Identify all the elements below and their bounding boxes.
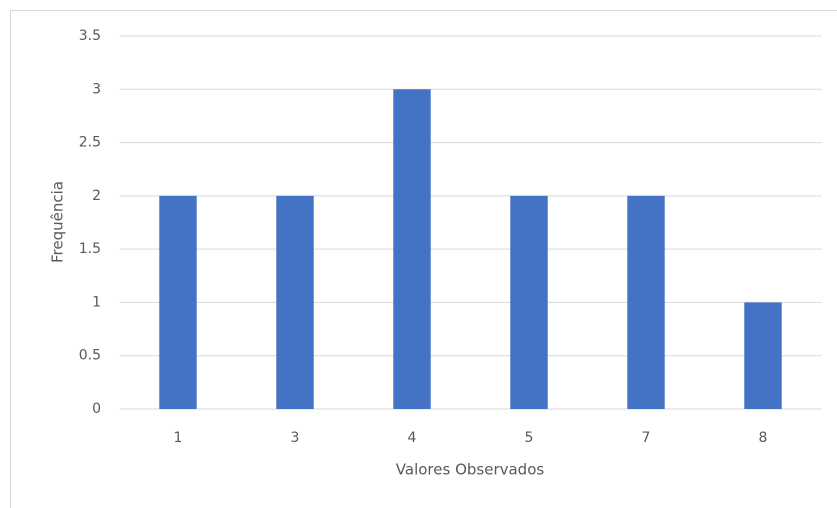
- x-tick-label: 8: [759, 430, 768, 446]
- x-axis-label: Valores Observados: [396, 461, 545, 479]
- bar: [744, 302, 782, 409]
- y-tick-label: 2: [92, 188, 101, 204]
- y-tick-label: 3.5: [79, 28, 101, 44]
- y-tick-label: 3: [92, 81, 101, 97]
- x-tick-label: 7: [642, 430, 651, 446]
- y-axis-label: Frequência: [49, 181, 67, 263]
- y-tick-label: 1.5: [79, 241, 101, 257]
- bar: [627, 195, 665, 409]
- y-tick-label: 0: [92, 401, 101, 417]
- bar: [276, 195, 314, 409]
- chart-frame: [10, 10, 837, 508]
- bar: [393, 89, 431, 410]
- x-tick-label: 1: [174, 430, 183, 446]
- bar: [159, 195, 197, 409]
- y-tick-label: 0.5: [79, 348, 101, 364]
- bar: [510, 195, 548, 409]
- x-tick-label: 5: [525, 430, 534, 446]
- y-tick-label: 2.5: [79, 135, 101, 151]
- x-tick-label: 3: [291, 430, 300, 446]
- y-tick-label: 1: [92, 294, 101, 310]
- x-tick-label: 4: [408, 430, 417, 446]
